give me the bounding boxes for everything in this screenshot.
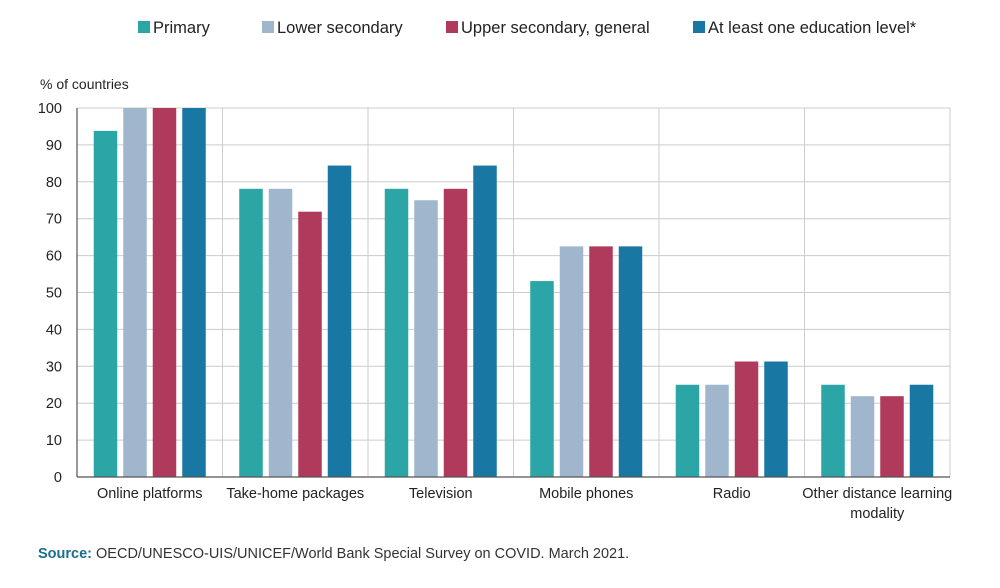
y-axis-ticks: 0 10 20 30 40 50 60 70 80 90 100 [38, 101, 62, 486]
bar-online-platforms-primary [93, 130, 118, 478]
bar-radio-upper-secondary-general [734, 361, 759, 477]
bar-take-home-packages-lower-secondary [268, 188, 293, 477]
x-axis-labels: Online platforms Take-home packages Televi… [97, 486, 952, 522]
x-tick-label-mobile-phones: Mobile phones [539, 486, 633, 502]
bar-other-distance-learning-modality-primary [821, 384, 845, 477]
bar-radio-lower-secondary [705, 384, 729, 477]
x-tick-label-take-home-packages: Take-home packages [226, 486, 364, 502]
x-tick-label-line: Radio [713, 486, 751, 502]
x-tick-label-line: Other distance learning [802, 486, 952, 502]
bar-take-home-packages-upper-secondary-general [298, 211, 322, 477]
y-tick-label-20: 20 [46, 396, 62, 412]
legend-swatch-at-least-one-education-level [693, 21, 705, 33]
axes [76, 108, 950, 478]
bar-other-distance-learning-modality-upper-secondary-general [880, 396, 904, 477]
legend-swatch-primary [138, 21, 150, 33]
bar-television-primary [384, 188, 409, 477]
x-tick-label-line: Take-home packages [226, 486, 364, 502]
y-tick-label-30: 30 [46, 359, 62, 375]
bar-online-platforms-upper-secondary-general [152, 108, 177, 477]
source-label: Source: [38, 546, 92, 562]
bar-mobile-phones-lower-secondary [559, 246, 584, 477]
y-tick-label-50: 50 [46, 286, 62, 302]
bar-online-platforms-at-least-one-education-level [182, 108, 206, 477]
legend: Primary Lower secondary Upper secondary, g… [138, 19, 917, 37]
y-tick-label-0: 0 [54, 470, 62, 486]
y-tick-label-80: 80 [46, 175, 62, 191]
legend-label-lower-secondary: Lower secondary [277, 19, 403, 37]
x-tick-label-line: Mobile phones [539, 486, 633, 502]
bar-mobile-phones-upper-secondary-general [589, 246, 613, 477]
bar-television-lower-secondary [414, 200, 438, 477]
y-tick-label-70: 70 [46, 212, 62, 228]
y-tick-label-10: 10 [46, 433, 62, 449]
y-axis-label: % of countries [40, 76, 129, 92]
bar-television-at-least-one-education-level [473, 165, 497, 477]
legend-swatch-upper-secondary-general [446, 21, 458, 33]
bar-other-distance-learning-modality-at-least-one-education-level [909, 384, 934, 477]
source-text: OECD/UNESCO-UIS/UNICEF/World Bank Specia… [96, 546, 630, 562]
bar-radio-at-least-one-education-level [764, 361, 788, 477]
legend-swatch-lower-secondary [262, 21, 274, 33]
source-note: Source: OECD/UNESCO-UIS/UNICEF/World Ban… [38, 546, 629, 562]
gridlines [77, 107, 951, 477]
bar-take-home-packages-primary [239, 188, 263, 477]
bar-mobile-phones-primary [530, 281, 554, 477]
y-tick-label-40: 40 [46, 322, 62, 338]
bar-chart: Primary Lower secondary Upper secondary, g… [38, 19, 952, 522]
bars [93, 108, 934, 478]
bar-radio-primary [675, 384, 700, 477]
bar-mobile-phones-at-least-one-education-level [618, 246, 643, 477]
y-tick-label-100: 100 [38, 101, 62, 117]
bar-take-home-packages-at-least-one-education-level [327, 165, 352, 477]
bar-online-platforms-lower-secondary [123, 108, 147, 477]
x-tick-label-television: Television [409, 486, 473, 502]
legend-label-primary: Primary [153, 19, 211, 37]
x-tick-label-line: Television [409, 486, 473, 502]
x-tick-label-line: Online platforms [97, 486, 203, 502]
y-tick-label-60: 60 [46, 249, 62, 265]
x-tick-label-radio: Radio [713, 486, 751, 502]
legend-label-upper-secondary-general: Upper secondary, general [461, 19, 650, 37]
bar-other-distance-learning-modality-lower-secondary [850, 396, 875, 477]
x-tick-label-line: modality [850, 506, 905, 522]
bar-television-upper-secondary-general [443, 188, 468, 477]
legend-label-at-least-one-education-level: At least one education level* [708, 19, 917, 37]
x-tick-label-online-platforms: Online platforms [97, 486, 203, 502]
x-tick-label-other-distance-learning-modality: Other distance learning modality [802, 486, 952, 522]
y-tick-label-90: 90 [46, 138, 62, 154]
